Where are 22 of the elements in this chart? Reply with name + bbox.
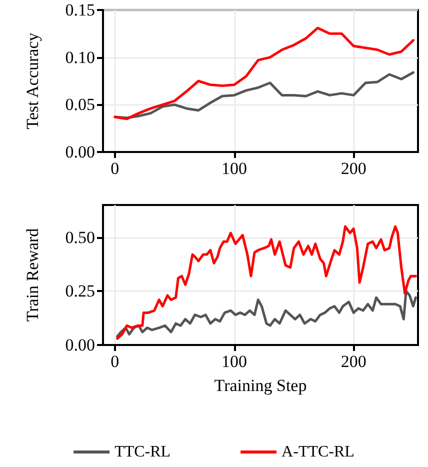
legend-label: TTC-RL xyxy=(114,444,171,460)
x-tick-label: 0 xyxy=(110,352,120,371)
y-tick-label: 0.00 xyxy=(65,336,95,354)
line-series xyxy=(116,290,417,338)
line-series xyxy=(114,71,414,120)
line-series xyxy=(114,26,414,120)
x-tick-label: 200 xyxy=(340,352,366,371)
y-axis-title: Test Accuracy xyxy=(23,32,42,130)
x-tick-label: 100 xyxy=(222,352,247,371)
y-axis-title: Train Reward xyxy=(23,228,42,322)
y-tick-label: 0.10 xyxy=(65,48,95,67)
y-tick-label: 0.50 xyxy=(65,228,95,247)
x-tick-label: 200 xyxy=(340,159,366,178)
y-tick-label: 0.15 xyxy=(65,0,95,20)
y-tick-label: 0.00 xyxy=(65,142,95,162)
y-tick-label: 0.05 xyxy=(65,95,95,114)
x-axis-title: Training Step xyxy=(214,376,307,395)
x-tick-label: 0 xyxy=(110,159,120,178)
y-tick-label: 0.25 xyxy=(65,282,95,301)
line-series xyxy=(116,225,417,340)
legend-label: A-TTC-RL xyxy=(282,444,354,460)
x-tick-label: 100 xyxy=(222,159,247,178)
